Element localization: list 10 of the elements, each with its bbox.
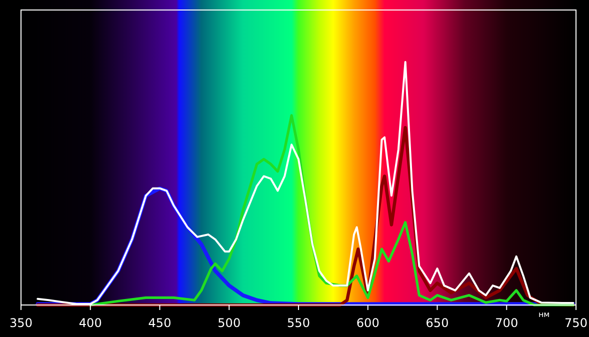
x-axis-title: нм [538,310,550,319]
x-tick-label: 600 [356,316,380,330]
x-tick-label: 350 [10,316,32,330]
x-tick-label: 550 [287,316,310,330]
x-tick-label: 700 [495,316,518,330]
x-tick-label: 500 [218,316,241,330]
x-tick-label: 450 [148,316,172,330]
x-tick-label: 650 [426,316,449,330]
x-tick-label: 750 [564,316,588,330]
x-tick-label: 400 [78,316,102,330]
